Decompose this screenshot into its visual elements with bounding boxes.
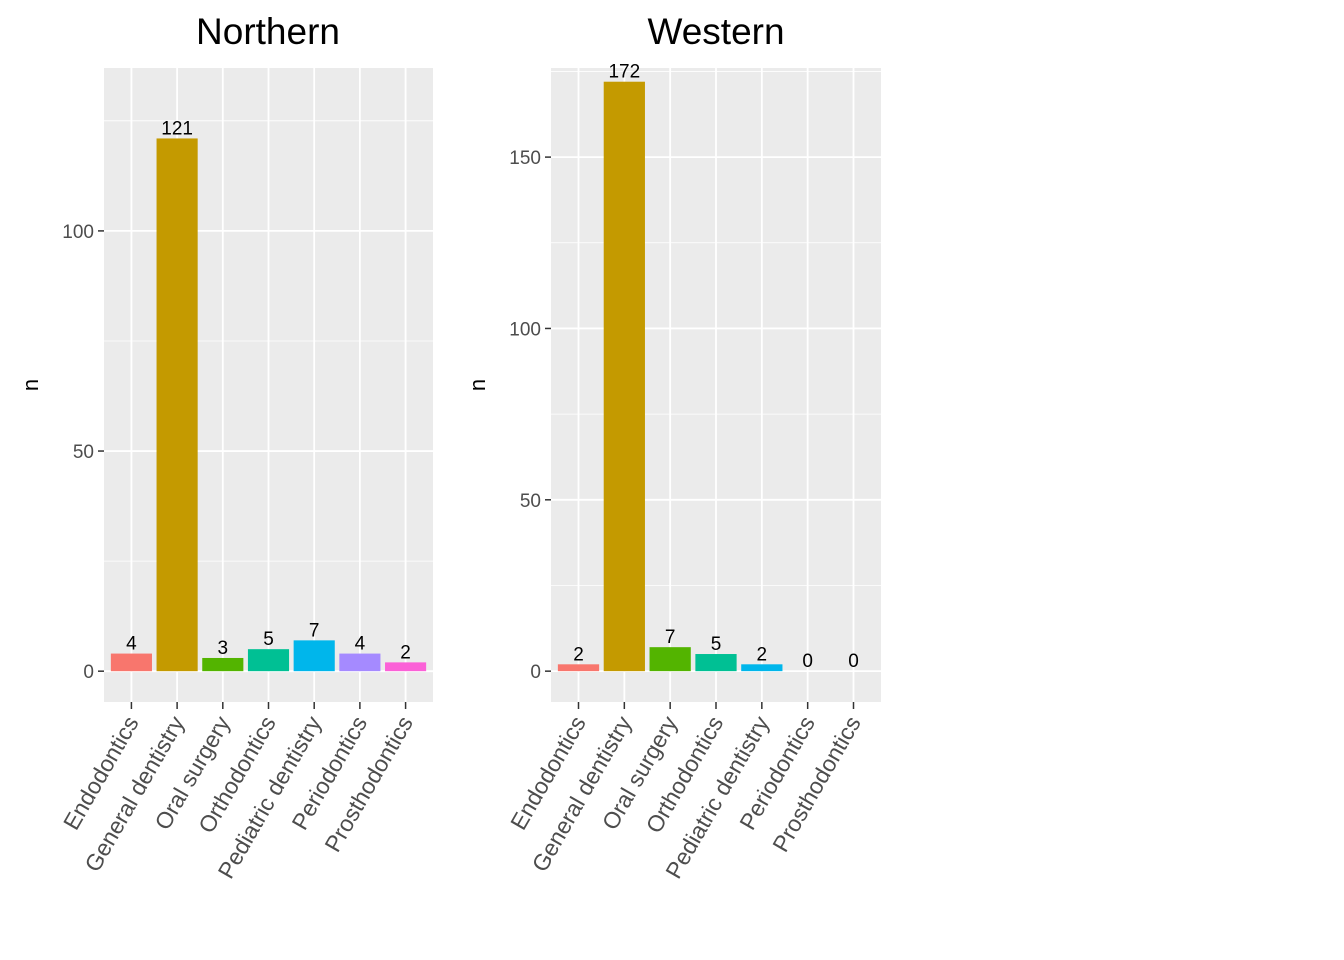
- data-label: 2: [400, 642, 411, 663]
- bar-prosthodontics: [385, 662, 427, 672]
- data-label: 2: [757, 644, 768, 665]
- bar-orthodontics: [695, 654, 737, 672]
- y-tick-label: 100: [62, 222, 94, 243]
- y-axis-title: n: [465, 379, 490, 391]
- data-label: 3: [218, 638, 229, 659]
- bar-periodontics: [339, 653, 381, 672]
- panel-title: Northern: [196, 11, 340, 52]
- bar-pediatric-dentistry: [293, 640, 335, 672]
- y-tick-label: 50: [520, 491, 541, 512]
- data-label: 5: [711, 634, 722, 655]
- y-axis-title: n: [18, 379, 43, 391]
- bar-pediatric-dentistry: [741, 664, 783, 672]
- data-label: 7: [665, 627, 676, 648]
- data-label: 172: [608, 62, 640, 83]
- data-label: 5: [263, 629, 274, 650]
- y-tick-label: 0: [83, 662, 94, 683]
- y-tick-label: 100: [509, 319, 541, 340]
- y-tick-label: 150: [509, 148, 541, 169]
- bar-oral-surgery: [649, 647, 691, 672]
- bar-endodontics: [110, 653, 152, 672]
- bar-general-dentistry: [603, 81, 645, 672]
- y-tick-label: 0: [530, 662, 541, 683]
- data-label: 0: [848, 651, 859, 672]
- bar-oral-surgery: [202, 657, 244, 672]
- bar-endodontics: [557, 664, 600, 672]
- data-label: 121: [161, 118, 193, 139]
- data-label: 0: [802, 651, 813, 672]
- y-tick-label: 50: [73, 442, 94, 463]
- data-label: 2: [573, 644, 584, 665]
- panel-title: Western: [647, 11, 784, 52]
- data-label: 4: [126, 634, 137, 655]
- bar-orthodontics: [247, 649, 290, 672]
- bar-general-dentistry: [156, 138, 198, 672]
- data-label: 7: [309, 620, 320, 641]
- data-label: 4: [355, 634, 366, 655]
